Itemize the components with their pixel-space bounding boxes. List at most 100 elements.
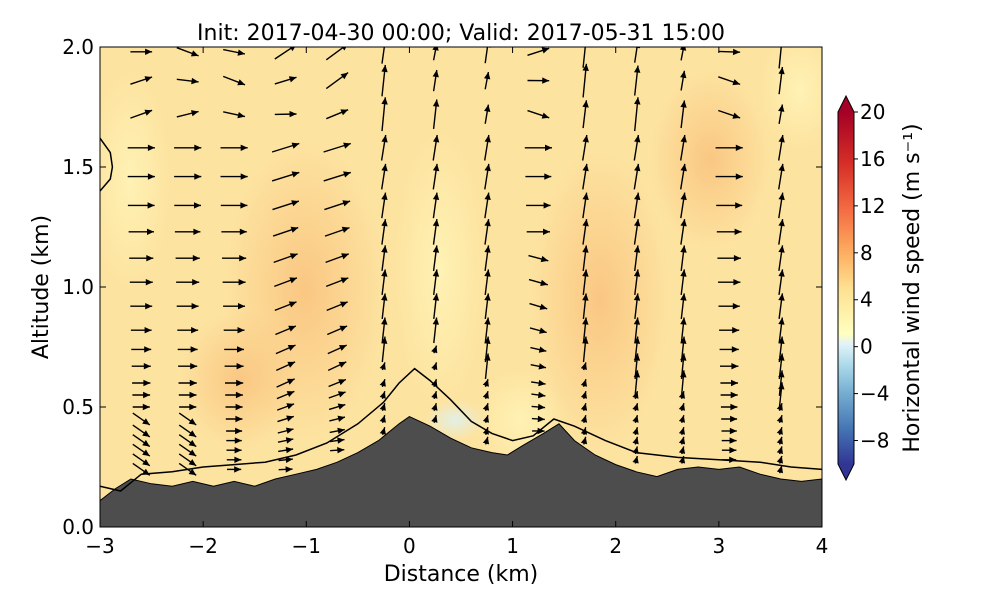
wind-vector-head — [432, 293, 440, 301]
contour-line-left — [100, 137, 114, 192]
wind-vector-head — [484, 192, 491, 200]
wind-vector-head — [537, 415, 545, 423]
colorbar-tick-label: 0 — [860, 335, 873, 359]
wind-vector-head — [729, 456, 737, 463]
wind-vector-head — [379, 403, 386, 411]
wind-vector-head — [285, 466, 293, 473]
wind-vector-head — [289, 277, 297, 284]
wind-vector-head — [776, 465, 783, 474]
wind-vector-head — [582, 100, 589, 108]
wind-vector-head — [776, 456, 783, 464]
wind-vector-head — [432, 219, 440, 227]
wind-vector-head — [194, 202, 201, 209]
wind-vector-shaft — [325, 47, 345, 61]
wind-vector-head — [541, 112, 550, 119]
colorbar-tick-label: 8 — [860, 241, 873, 265]
wind-vector-head — [235, 391, 243, 399]
wind-vector-head — [580, 436, 588, 445]
wind-vector-head — [633, 269, 641, 277]
wind-vector-head — [291, 142, 300, 149]
wind-vector-shaft — [634, 47, 638, 63]
wind-vector-head — [582, 192, 589, 200]
wind-vector-head — [285, 437, 294, 444]
wind-vector-head — [730, 415, 738, 423]
wind-vector-head — [142, 459, 150, 466]
wind-vector-head — [580, 379, 587, 387]
wind-vector-head — [729, 447, 737, 454]
colorbar-bottom-extension — [838, 464, 854, 480]
wind-vector-head — [678, 403, 685, 411]
wind-vector-head — [778, 317, 785, 325]
wind-vector-head — [145, 279, 153, 286]
colorbar-label: Horizontal wind speed (m s⁻¹) — [900, 123, 925, 452]
wind-field-shading — [760, 47, 822, 150]
wind-vector-head — [538, 363, 546, 370]
colorbar-tick-label: −4 — [860, 382, 889, 406]
wind-vector-head — [188, 418, 197, 425]
wind-vector-head — [680, 70, 687, 79]
wind-vector-head — [234, 437, 242, 444]
wind-vector-head — [235, 427, 243, 435]
wind-vector-head — [381, 245, 388, 253]
wind-vector-head — [381, 135, 388, 143]
wind-vector-head — [778, 219, 785, 227]
wind-vector-head — [432, 70, 439, 78]
wind-vector-head — [194, 144, 202, 151]
wind-vector-head — [143, 363, 151, 370]
wind-vector-head — [341, 253, 349, 260]
x-tick-label: 4 — [816, 534, 829, 558]
wind-vector-head — [286, 403, 295, 410]
wind-vector-head — [285, 447, 294, 454]
wind-vector-head — [291, 171, 300, 178]
wind-vector-head — [776, 436, 783, 445]
wind-vector-head — [734, 228, 742, 235]
wind-vector-head — [239, 255, 247, 262]
y-tick-label: 0.5 — [62, 395, 94, 419]
wind-vector-head — [730, 403, 738, 411]
wind-vector-head — [144, 346, 152, 353]
wind-vector-head — [193, 228, 201, 235]
wind-vector-head — [188, 449, 197, 457]
wind-vector-head — [431, 415, 438, 423]
wind-vector-head — [680, 100, 687, 108]
wind-vector-head — [237, 49, 245, 56]
wind-vector-head — [776, 415, 783, 423]
wind-vectors — [127, 47, 785, 476]
wind-vector-head — [379, 415, 386, 423]
wind-vector-head — [733, 279, 741, 286]
wind-vector-head — [337, 427, 345, 434]
wind-vector-head — [289, 110, 297, 118]
wind-vector-head — [235, 403, 243, 411]
wind-vector-head — [680, 219, 687, 227]
wind-vector-head — [191, 303, 199, 310]
wind-vector-head — [142, 418, 150, 425]
wind-vector-head — [147, 144, 155, 151]
wind-vector-head — [580, 391, 587, 399]
wind-field-shading — [395, 130, 485, 410]
wind-vector-head — [484, 135, 491, 143]
wind-vector-head — [634, 97, 641, 105]
wind-vector-head — [778, 293, 785, 301]
wind-vector-head — [731, 363, 739, 370]
wind-vector-head — [732, 303, 740, 310]
wind-vector-head — [678, 415, 685, 423]
wind-vector-head — [482, 379, 489, 387]
wind-vector-head — [143, 391, 151, 399]
wind-vector-head — [287, 378, 295, 385]
wind-vector-head — [484, 163, 491, 172]
wind-vector-head — [339, 345, 347, 351]
wind-vector-head — [189, 379, 197, 387]
wind-vector-head — [234, 466, 242, 473]
wind-vector-head — [538, 346, 547, 353]
x-axis-label: Distance (km) — [384, 562, 539, 587]
wind-vector-head — [632, 456, 639, 464]
wind-vector-head — [545, 144, 552, 151]
wind-vector-head — [142, 449, 150, 457]
wind-vector-head — [337, 415, 345, 422]
wind-vector-head — [340, 72, 349, 80]
wind-vector-head — [289, 253, 298, 260]
wind-vector-head — [188, 468, 197, 476]
wind-vector-head — [634, 135, 641, 143]
wind-vector-head — [142, 439, 150, 447]
colorbar-tick-label: 20 — [860, 100, 885, 124]
